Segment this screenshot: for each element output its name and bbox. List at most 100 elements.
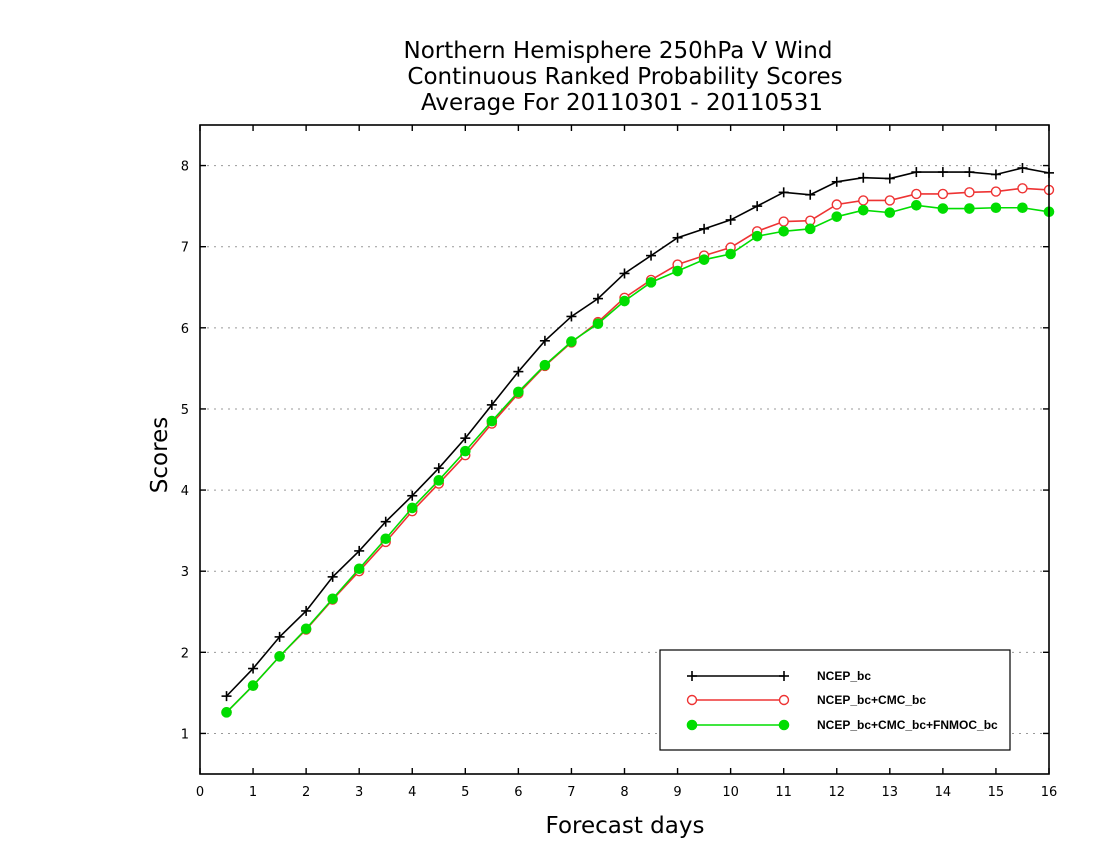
series-3-point (486, 415, 498, 427)
series-1-point (274, 631, 285, 642)
x-tick-label: 6 (514, 785, 522, 800)
y-axis-label: Scores (147, 417, 173, 493)
series-2-point (831, 199, 842, 210)
series-1-point (539, 335, 550, 346)
series-line-2 (225, 187, 1050, 713)
series-3-point (592, 318, 604, 330)
series-2-point (1017, 183, 1028, 194)
series-2-point (858, 195, 869, 206)
series-1-point (858, 172, 869, 183)
y-tick-label: 1 (181, 727, 189, 742)
legend: NCEP_bc NCEP_bc+CMC_bc NCEP_bc+CMC_bc+FNMO… (659, 649, 1011, 751)
x-tick-label: 10 (722, 785, 739, 800)
series-1-point (831, 176, 842, 187)
series-3-point (247, 680, 259, 691)
legend-marker-1-end (779, 671, 789, 681)
series-3-point (406, 502, 418, 514)
series-lines (221, 162, 1055, 718)
series-2-point (884, 195, 896, 206)
series-3-point (884, 207, 896, 218)
x-tick-label: 2 (302, 785, 310, 800)
series-1-point (619, 268, 630, 279)
series-1-point (248, 663, 259, 674)
y-tick-label: 7 (181, 241, 189, 256)
series-3-point (460, 445, 471, 457)
title-line-1: Northern Hemisphere 250hPa V Wind (404, 38, 833, 64)
series-1-point (725, 214, 736, 225)
series-1-point (699, 223, 710, 234)
series-3-point (804, 223, 816, 235)
x-tick-label: 14 (935, 785, 952, 800)
series-1-point (646, 250, 657, 261)
legend-marker-3-start (686, 719, 698, 731)
series-1-point (778, 187, 789, 198)
series-1-point (937, 167, 948, 178)
series-1-point (752, 201, 763, 212)
series-3-point (274, 651, 285, 662)
series-3-point (380, 533, 392, 545)
series-1-point (884, 173, 895, 184)
series-3-point (778, 225, 789, 237)
chart-title: Northern Hemisphere 250hPa V Wind Contin… (404, 38, 843, 116)
x-tick-label: 5 (461, 785, 469, 800)
title-line-3: Average For 20110301 - 20110531 (421, 90, 823, 116)
legend-marker-2-end (778, 694, 790, 706)
series-3-point (566, 336, 577, 347)
y-tick-label: 2 (181, 646, 189, 661)
x-tick-label: 15 (988, 785, 1005, 800)
legend-marker-2-start (686, 694, 698, 706)
series-1-point (911, 167, 922, 178)
y-tick-label: 8 (181, 160, 189, 175)
series-3-point (619, 295, 630, 307)
series-3-point (831, 211, 843, 222)
series-3-point (698, 254, 710, 265)
series-1-point (1017, 162, 1028, 173)
series-3-point (937, 203, 949, 214)
series-2-point (778, 216, 789, 227)
series-3-point (513, 386, 524, 398)
series-1-point (486, 399, 497, 410)
gridlines (200, 165, 1049, 734)
y-tick-label: 5 (181, 403, 189, 418)
series-3-point (353, 563, 365, 575)
x-tick-label: 0 (196, 785, 204, 800)
series-1-point (327, 571, 338, 582)
legend-marker-1-start (687, 671, 697, 681)
series-3-point (539, 359, 551, 371)
series-3-point (990, 202, 1002, 214)
series-2-point (937, 188, 949, 200)
x-axis-label: Forecast days (546, 813, 705, 839)
x-tick-label: 3 (355, 785, 363, 800)
x-tick-label: 11 (775, 785, 792, 800)
x-tick-label: 9 (673, 785, 681, 800)
series-3-point (327, 593, 338, 605)
series-3-point (751, 230, 763, 242)
x-tick-label: 1 (249, 785, 257, 800)
legend-label-2: NCEP_bc+CMC_bc (817, 693, 926, 707)
series-3-point (672, 265, 683, 277)
series-3-point (300, 623, 312, 635)
series-line-3 (225, 204, 1050, 713)
legend-label-3: NCEP_bc+CMC_bc+FNMOC_bc (817, 718, 998, 732)
series-3-point (911, 200, 922, 211)
series-1-point (301, 605, 312, 616)
y-axis: 1 2 3 4 5 6 7 8 (181, 160, 1049, 742)
x-tick-label: 16 (1041, 785, 1058, 800)
series-3-point (1017, 202, 1028, 214)
y-tick-label: 4 (181, 484, 189, 499)
series-1-point (433, 463, 444, 474)
series-1-point (592, 293, 603, 304)
series-1-point (566, 311, 577, 322)
x-tick-label: 7 (567, 785, 575, 800)
series-2-point (911, 188, 922, 200)
series-1-point (221, 691, 232, 702)
series-1-point (672, 232, 683, 243)
title-line-2: Continuous Ranked Probability Scores (407, 64, 842, 90)
y-tick-label: 3 (181, 565, 189, 580)
series-3-point (221, 707, 232, 718)
x-tick-label: 13 (882, 785, 899, 800)
series-1-point (990, 169, 1001, 180)
legend-label-1: NCEP_bc (817, 669, 871, 683)
series-1-point (380, 516, 391, 527)
